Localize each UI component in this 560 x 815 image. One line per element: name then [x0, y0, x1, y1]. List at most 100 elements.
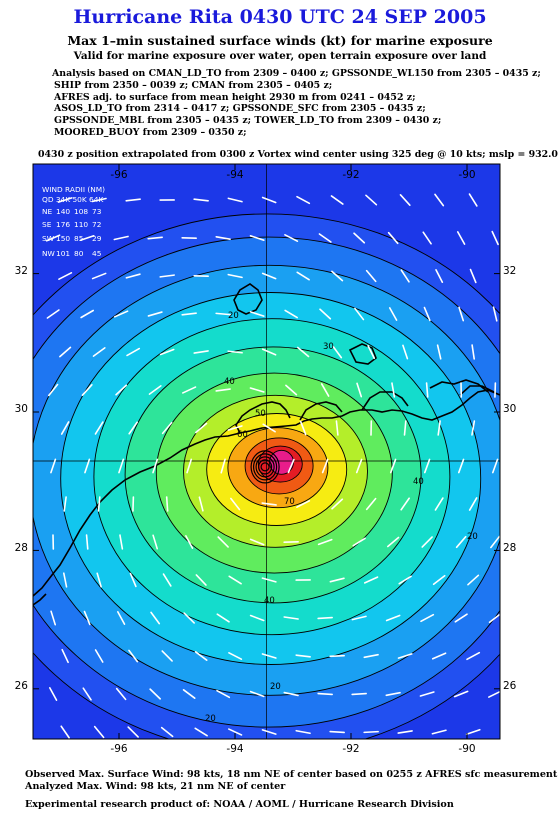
wind-vector [115, 384, 128, 396]
wind-vector [283, 616, 299, 620]
wind-vector [80, 309, 95, 319]
eyewall-isotach [250, 450, 280, 484]
wind-radii-quad: NW [42, 249, 56, 258]
coastline [33, 283, 500, 606]
wind-vector [354, 307, 365, 321]
wind-vector [403, 420, 407, 436]
wind-vector [148, 385, 162, 395]
wind-radii-r64: 45 [92, 249, 102, 258]
lon-tick-label: -94 [226, 743, 243, 755]
wind-vector [295, 654, 311, 658]
wind-vector [295, 729, 311, 735]
position-note: 0430 z position extrapolated from 0300 z… [38, 149, 560, 160]
wind-vector [320, 383, 330, 397]
wind-vector [504, 498, 511, 510]
wind-vector [331, 498, 344, 510]
wind-vector [249, 690, 265, 698]
wind-vector [284, 309, 298, 319]
wind-vector [94, 649, 104, 663]
wind-vector [471, 344, 475, 360]
wind-vector [127, 726, 139, 738]
wind-vector [230, 497, 241, 511]
wind-vector [227, 273, 243, 279]
wind-vector [159, 274, 175, 278]
wind-vector [317, 692, 333, 696]
wind-vector [502, 575, 512, 585]
wind-vector [149, 688, 161, 700]
wind-vector [113, 235, 129, 241]
wind-vector [465, 728, 481, 736]
wind-vector [228, 652, 243, 660]
wind-vector [490, 535, 500, 549]
wind-vector [397, 730, 413, 734]
wind-vector [194, 422, 208, 434]
wind-vector [425, 382, 429, 398]
wind-vector [215, 236, 231, 240]
wind-vectors [45, 193, 512, 739]
wind-radii-r50: 110 [74, 220, 88, 229]
lat-tick-label: 30 [15, 403, 28, 415]
wind-vector [227, 350, 243, 354]
wind-vector [506, 421, 509, 435]
isotach [183, 394, 368, 548]
wind-vector [57, 197, 73, 203]
wind-vector [182, 689, 196, 699]
analysis-line: Analysis based on CMAN_LD_TO from 2309 –… [52, 68, 541, 79]
analysis-line: AFRES adj. to surface from mean height 2… [54, 91, 416, 103]
wind-vector [422, 231, 432, 245]
wind-vector [468, 193, 478, 207]
wind-vector [387, 536, 400, 548]
wind-radii-quad: SE [42, 220, 52, 229]
wind-vector [400, 269, 410, 283]
analysis-line: GPSSONDE_MBL from 2305 – 0435 z; TOWER_L… [54, 115, 442, 127]
wind-vector [216, 689, 231, 699]
wind-vector [161, 421, 173, 435]
isotach [257, 445, 303, 483]
wind-vector [365, 497, 377, 511]
wind-vector [365, 269, 377, 283]
wind-vector [367, 344, 376, 360]
wind-vector [227, 197, 243, 203]
wind-vector [491, 458, 499, 474]
contour-labels: 20 30 40 50 60 70 40 40 20 20 20 [205, 311, 478, 724]
wind-vector [227, 425, 243, 431]
wind-vector [46, 309, 60, 319]
wind-vector [402, 344, 409, 360]
wind-vector [126, 347, 141, 357]
wind-vector [332, 345, 343, 359]
credit-line: Experimental research product of: NOAA /… [25, 799, 454, 810]
wind-vector [453, 690, 469, 698]
isotach [124, 346, 422, 604]
wind-vector [193, 350, 209, 354]
wind-vector [195, 574, 207, 586]
wind-vector [335, 420, 339, 436]
wind-vector [391, 382, 396, 398]
observed-max-wind: Observed Max. Surface Wind: 98 kts, 18 n… [25, 769, 558, 780]
wind-vector [398, 575, 412, 585]
wind-vector [147, 236, 163, 240]
wind-vector [467, 574, 480, 586]
analysis-line: SHIP from 2350 – 0039 z; CMAN from 2305 … [54, 79, 333, 91]
wind-vector [455, 535, 467, 549]
lon-tick-label: -96 [110, 743, 127, 755]
wind-vector [228, 728, 243, 736]
wind-vector [420, 613, 435, 623]
wind-vector [389, 458, 397, 474]
subtitle-validity: Valid for marine exposure over water, op… [73, 50, 487, 62]
wind-vector [435, 268, 444, 284]
wind-vector [161, 650, 173, 662]
wind-vector [193, 198, 209, 202]
isotach-lines [33, 213, 500, 739]
wind-vector [356, 382, 363, 398]
wind-vector [215, 312, 231, 316]
wind-vector [296, 195, 311, 205]
wind-vector [159, 348, 175, 356]
wind-vector [365, 194, 378, 206]
wind-vector [436, 344, 442, 360]
wind-vector [434, 497, 444, 511]
wind-vector [299, 420, 307, 436]
contour-label: 30 [323, 342, 334, 352]
wind-vector [363, 653, 379, 659]
wind-vector [317, 538, 333, 546]
wind-vector [92, 347, 106, 357]
